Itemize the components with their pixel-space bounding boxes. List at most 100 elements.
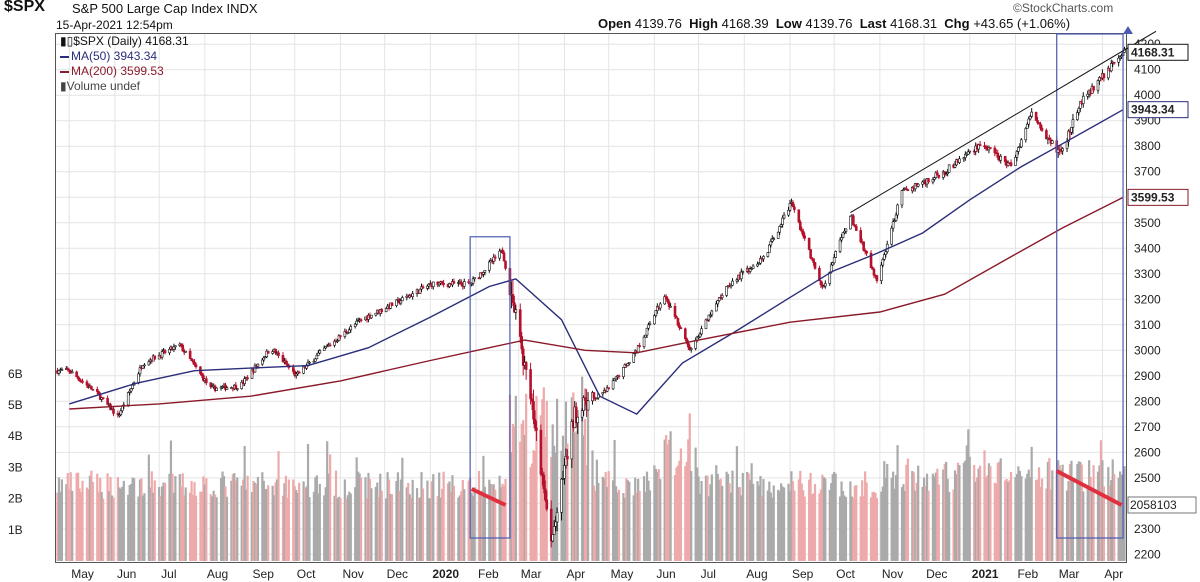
volume-bar — [119, 488, 122, 561]
volume-bar — [830, 483, 833, 561]
price-candle — [667, 301, 671, 307]
volume-bar — [1102, 486, 1105, 561]
price-candle — [714, 303, 718, 312]
volume-bar — [326, 441, 329, 561]
price-candle — [1096, 80, 1100, 91]
volume-bar — [1024, 478, 1027, 561]
volume-bar — [1040, 478, 1044, 561]
volume-bar — [203, 484, 206, 561]
volume-bar — [225, 496, 229, 561]
volume-bar — [756, 481, 759, 561]
volume-bar — [1049, 489, 1052, 561]
volume-bar — [141, 495, 145, 561]
price-candle — [504, 260, 507, 269]
price-candle — [999, 155, 1003, 161]
volume-bar — [976, 477, 979, 561]
price-candle — [766, 252, 770, 257]
y-tick-label: 2200 — [1134, 547, 1161, 561]
price-candle — [359, 319, 363, 321]
volume-bar — [513, 426, 516, 561]
volume-bar — [808, 479, 811, 561]
volume-bar — [215, 497, 218, 561]
price-candle — [380, 309, 384, 312]
volume-bar — [471, 495, 475, 561]
y-tick-label: 3100 — [1134, 318, 1161, 332]
legend-volume: ▮Volume undef — [60, 79, 189, 94]
price-candle — [881, 259, 885, 266]
volume-bar — [194, 495, 198, 561]
volume-bar — [317, 493, 320, 561]
volume-bar — [109, 476, 112, 561]
price-candle — [172, 346, 176, 350]
low-value: 4139.76 — [805, 16, 853, 31]
volume-bar — [1039, 486, 1042, 561]
price-candle — [953, 164, 957, 168]
volume-bar — [401, 457, 404, 561]
volume-bar — [862, 496, 865, 561]
volume-bar — [591, 450, 594, 561]
price-candle — [1117, 57, 1120, 63]
volume-bar — [984, 477, 988, 561]
volume-bar — [604, 472, 607, 561]
volume-bar — [564, 401, 568, 561]
volume-bar — [438, 472, 441, 561]
y-tick-label: 3500 — [1134, 216, 1161, 230]
price-candle — [542, 474, 546, 490]
volume-bar — [243, 446, 246, 561]
volume-bar — [780, 483, 783, 561]
volume-bar — [163, 482, 167, 561]
volume-bar — [426, 480, 429, 561]
price-candle — [989, 147, 992, 149]
price-candle — [675, 316, 678, 319]
volume-bar — [1119, 471, 1122, 561]
volume-bar — [892, 471, 895, 561]
chart-legend: ▮▯$SPX (Daily) 4168.31 MA(50) 3943.34 MA… — [60, 34, 189, 94]
volume-bar — [943, 463, 946, 561]
stockcharts-credit[interactable]: ©StockCharts.com — [1013, 1, 1114, 15]
volume-bar — [594, 490, 597, 561]
last-price-tag-box — [1127, 43, 1189, 61]
volume-bar — [112, 497, 115, 561]
volume-bar — [312, 491, 316, 561]
volume-bar — [1018, 470, 1021, 561]
volume-bar — [812, 493, 815, 561]
price-candle — [1048, 137, 1051, 141]
volume-bar — [520, 423, 523, 561]
last-value: 4168.31 — [890, 16, 938, 31]
volume-bar — [261, 472, 264, 561]
volume-bar — [865, 482, 868, 561]
x-tick-label: Feb — [478, 567, 499, 581]
price-candle — [374, 312, 378, 316]
price-candle — [698, 333, 702, 338]
volume-bar — [418, 497, 422, 561]
volume-bar — [250, 492, 254, 561]
volume-bar — [436, 496, 439, 561]
price-candle — [297, 371, 301, 374]
price-candle — [462, 281, 466, 287]
volume-bar — [872, 491, 876, 561]
price-candle — [563, 465, 566, 479]
price-candle — [471, 278, 475, 284]
price-candle — [807, 237, 811, 250]
volume-bar — [460, 491, 463, 561]
volume-bar — [421, 488, 425, 561]
volume-bar — [613, 440, 616, 561]
price-candle — [498, 250, 501, 259]
volume-bar — [843, 495, 846, 561]
volume-bar — [295, 489, 298, 561]
volume-bar — [1034, 479, 1038, 561]
price-candle — [549, 508, 553, 542]
volume-bar — [628, 481, 631, 561]
volume-bar — [314, 477, 317, 561]
volume-bar — [953, 470, 957, 561]
volume-bar — [601, 476, 604, 561]
volume-bar — [974, 481, 977, 561]
volume-bar — [813, 484, 817, 561]
volume-bar — [977, 468, 980, 561]
price-candle — [756, 263, 759, 267]
x-tick-label: Mar — [521, 567, 542, 581]
price-candle — [520, 336, 524, 350]
price-candle — [865, 250, 868, 254]
x-tick-label: Dec — [926, 567, 947, 581]
volume-bar — [800, 483, 803, 561]
